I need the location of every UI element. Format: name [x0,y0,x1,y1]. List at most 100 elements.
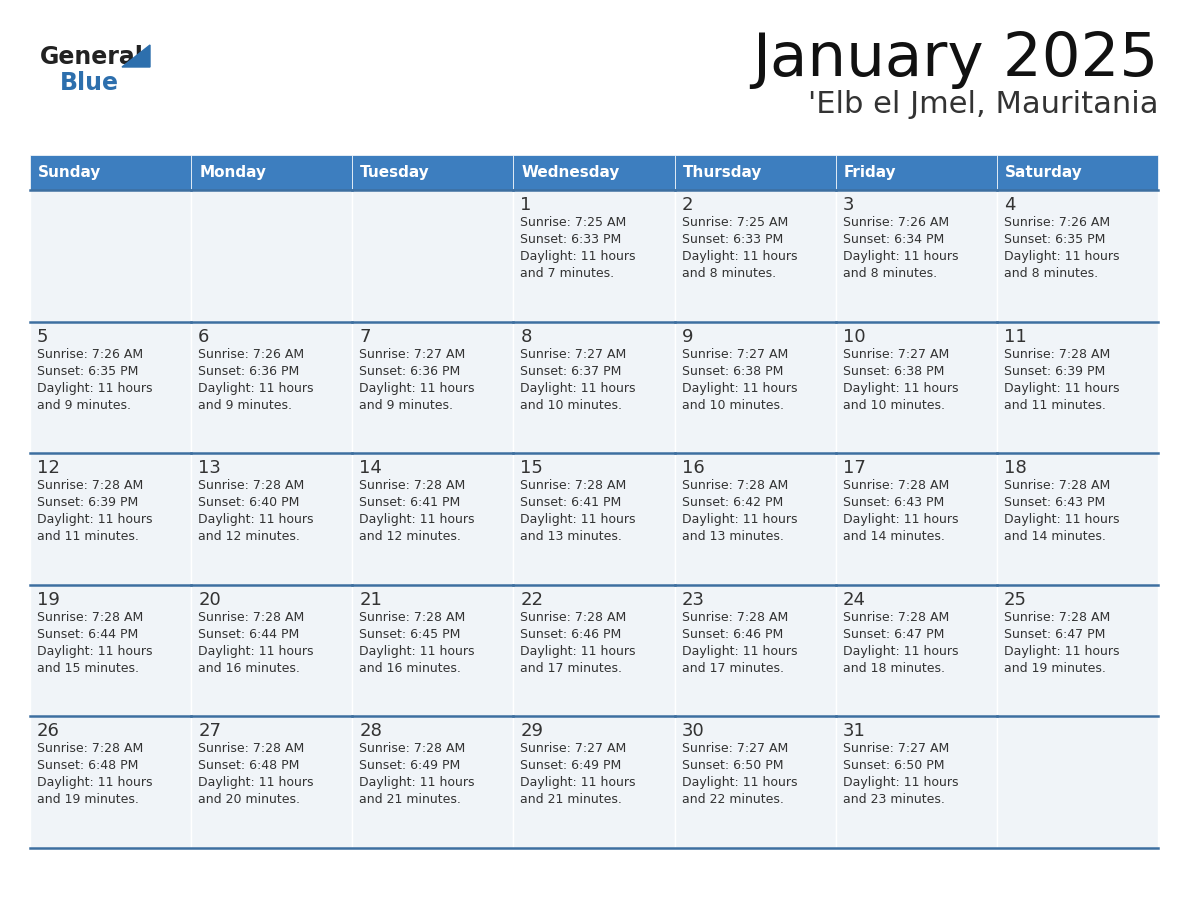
Bar [835,716,997,848]
Text: Sunrise: 7:28 AM: Sunrise: 7:28 AM [842,479,949,492]
Text: and 18 minutes.: and 18 minutes. [842,662,944,675]
Text: and 12 minutes.: and 12 minutes. [198,531,301,543]
Bar [675,453,835,585]
Text: Sunset: 6:44 PM: Sunset: 6:44 PM [37,628,138,641]
Text: Sunrise: 7:28 AM: Sunrise: 7:28 AM [37,610,144,624]
Text: Sunrise: 7:27 AM: Sunrise: 7:27 AM [842,743,949,756]
Bar [997,716,1158,848]
Text: Daylight: 11 hours: Daylight: 11 hours [37,644,152,658]
Text: Sunrise: 7:27 AM: Sunrise: 7:27 AM [359,348,466,361]
Bar [353,585,513,716]
Text: and 22 minutes.: and 22 minutes. [682,793,783,806]
Text: and 17 minutes.: and 17 minutes. [682,662,784,675]
Text: and 19 minutes.: and 19 minutes. [1004,662,1106,675]
Text: Sunrise: 7:28 AM: Sunrise: 7:28 AM [520,479,627,492]
Text: Sunrise: 7:28 AM: Sunrise: 7:28 AM [359,610,466,624]
Bar [191,321,353,453]
Text: Sunrise: 7:28 AM: Sunrise: 7:28 AM [842,610,949,624]
Bar [997,585,1158,716]
Text: Sunset: 6:33 PM: Sunset: 6:33 PM [682,233,783,246]
Text: 'Elb el Jmel, Mauritania: 'Elb el Jmel, Mauritania [808,90,1158,119]
Bar [997,453,1158,585]
Text: Sunset: 6:41 PM: Sunset: 6:41 PM [359,497,461,509]
Text: Saturday: Saturday [1005,165,1082,180]
Text: Daylight: 11 hours: Daylight: 11 hours [198,513,314,526]
Bar [353,453,513,585]
Text: Daylight: 11 hours: Daylight: 11 hours [520,644,636,658]
Text: Sunset: 6:48 PM: Sunset: 6:48 PM [198,759,299,772]
Text: and 14 minutes.: and 14 minutes. [842,531,944,543]
Text: 6: 6 [198,328,209,345]
Text: and 8 minutes.: and 8 minutes. [1004,267,1098,280]
Bar [30,716,191,848]
Text: Sunset: 6:36 PM: Sunset: 6:36 PM [198,364,299,377]
Text: Sunset: 6:50 PM: Sunset: 6:50 PM [682,759,783,772]
Text: and 20 minutes.: and 20 minutes. [198,793,301,806]
Text: Daylight: 11 hours: Daylight: 11 hours [1004,250,1119,263]
Text: Wednesday: Wednesday [522,165,620,180]
Text: and 17 minutes.: and 17 minutes. [520,662,623,675]
Text: Monday: Monday [200,165,266,180]
Text: Daylight: 11 hours: Daylight: 11 hours [359,382,475,395]
Text: and 10 minutes.: and 10 minutes. [520,398,623,411]
Text: General: General [40,45,144,69]
Text: 24: 24 [842,591,866,609]
Text: Sunset: 6:42 PM: Sunset: 6:42 PM [682,497,783,509]
Text: Sunrise: 7:28 AM: Sunrise: 7:28 AM [1004,479,1110,492]
Text: January 2025: January 2025 [752,30,1158,89]
Text: Sunrise: 7:27 AM: Sunrise: 7:27 AM [520,743,627,756]
Bar [191,453,353,585]
Bar [835,453,997,585]
Bar [191,155,353,190]
Text: and 8 minutes.: and 8 minutes. [682,267,776,280]
Text: Sunset: 6:39 PM: Sunset: 6:39 PM [1004,364,1105,377]
Text: Daylight: 11 hours: Daylight: 11 hours [198,644,314,658]
Text: Sunset: 6:45 PM: Sunset: 6:45 PM [359,628,461,641]
Text: and 11 minutes.: and 11 minutes. [37,531,139,543]
Text: Sunrise: 7:26 AM: Sunrise: 7:26 AM [1004,216,1110,229]
Text: Sunrise: 7:28 AM: Sunrise: 7:28 AM [520,610,627,624]
Text: and 10 minutes.: and 10 minutes. [682,398,784,411]
Text: and 13 minutes.: and 13 minutes. [682,531,783,543]
Text: 23: 23 [682,591,704,609]
Text: 12: 12 [37,459,59,477]
Text: and 14 minutes.: and 14 minutes. [1004,531,1106,543]
Text: Sunset: 6:40 PM: Sunset: 6:40 PM [198,497,299,509]
Bar [513,585,675,716]
Text: Sunset: 6:46 PM: Sunset: 6:46 PM [682,628,783,641]
Text: Sunrise: 7:27 AM: Sunrise: 7:27 AM [842,348,949,361]
Text: 19: 19 [37,591,59,609]
Text: 18: 18 [1004,459,1026,477]
Bar [513,321,675,453]
Text: Daylight: 11 hours: Daylight: 11 hours [359,777,475,789]
Bar [675,190,835,321]
Text: and 11 minutes.: and 11 minutes. [1004,398,1106,411]
Bar [191,716,353,848]
Bar [353,190,513,321]
Bar [835,585,997,716]
Text: Daylight: 11 hours: Daylight: 11 hours [198,382,314,395]
Text: Blue: Blue [61,71,119,95]
Text: Sunset: 6:38 PM: Sunset: 6:38 PM [682,364,783,377]
Bar [997,190,1158,321]
Bar [997,155,1158,190]
Text: Sunset: 6:38 PM: Sunset: 6:38 PM [842,364,944,377]
Bar [30,155,191,190]
Text: 17: 17 [842,459,866,477]
Text: Sunset: 6:35 PM: Sunset: 6:35 PM [37,364,138,377]
Text: Daylight: 11 hours: Daylight: 11 hours [842,250,959,263]
Text: 16: 16 [682,459,704,477]
Text: Daylight: 11 hours: Daylight: 11 hours [359,644,475,658]
Text: 22: 22 [520,591,543,609]
Text: and 10 minutes.: and 10 minutes. [842,398,944,411]
Text: Daylight: 11 hours: Daylight: 11 hours [37,777,152,789]
Text: and 9 minutes.: and 9 minutes. [37,398,131,411]
Text: Daylight: 11 hours: Daylight: 11 hours [520,513,636,526]
Text: Sunrise: 7:25 AM: Sunrise: 7:25 AM [520,216,627,229]
Text: 31: 31 [842,722,866,741]
Text: 9: 9 [682,328,693,345]
Bar [835,190,997,321]
Text: 29: 29 [520,722,543,741]
Text: 21: 21 [359,591,383,609]
Text: 26: 26 [37,722,59,741]
